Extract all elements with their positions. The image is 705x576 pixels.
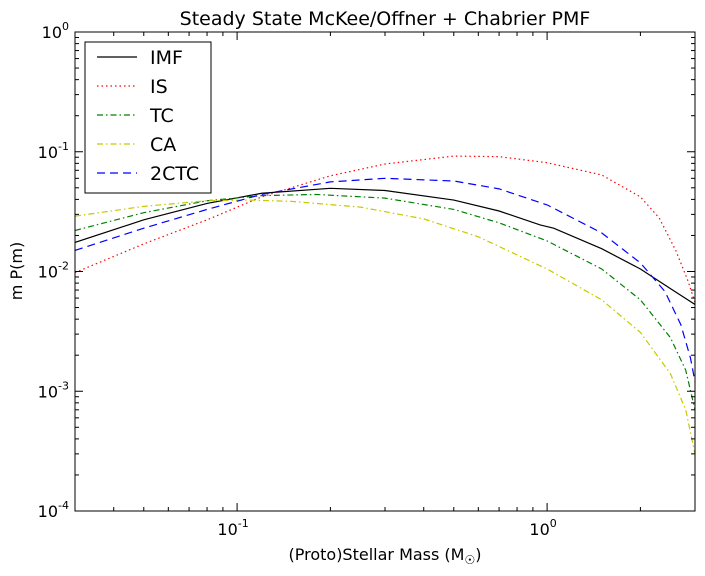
legend-label-imf: IMF xyxy=(150,47,183,69)
legend-label-ca: CA xyxy=(150,134,176,156)
legend: IMF IS TC CA 2CTC xyxy=(85,42,211,193)
x-axis-label: (Proto)Stellar Mass (M☉) xyxy=(289,545,482,567)
chart-title: Steady State McKee/Offner + Chabrier PMF xyxy=(180,8,591,30)
legend-label-is: IS xyxy=(150,76,168,98)
legend-label-2ctc: 2CTC xyxy=(150,163,199,185)
y-axis-label: m P(m) xyxy=(7,242,26,300)
legend-label-tc: TC xyxy=(149,105,174,127)
